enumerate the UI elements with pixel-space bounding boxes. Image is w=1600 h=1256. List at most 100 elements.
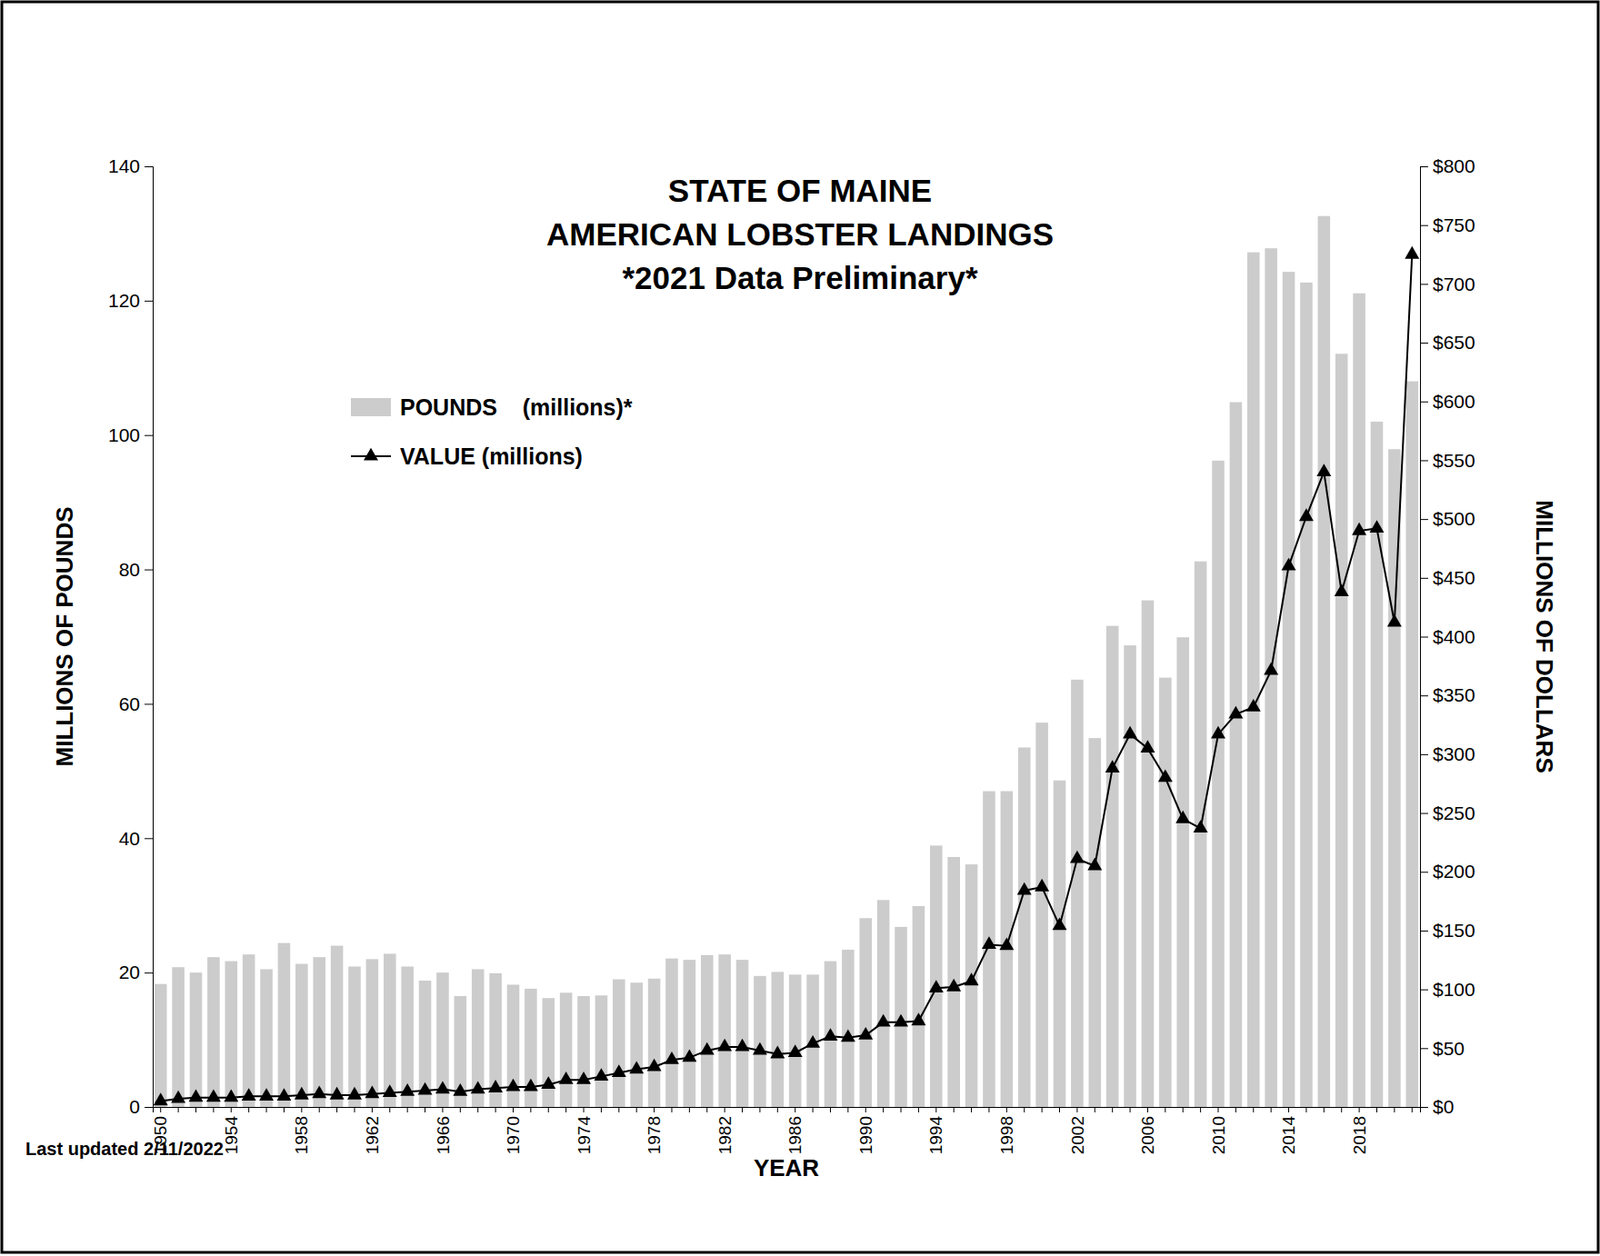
y-axis-title: MILLIONS OF POUNDS (50, 507, 79, 768)
y2-tick-label: $300 (1432, 743, 1476, 765)
x-tick-mark (1130, 1107, 1131, 1113)
marker (311, 1086, 327, 1100)
marker (470, 1080, 486, 1094)
marker (1017, 882, 1032, 896)
y2-tick-mark (1420, 578, 1429, 580)
x-axis-title: YEAR (753, 1154, 820, 1182)
y-tick: 120 (108, 290, 153, 311)
x-tick-mark (1323, 1107, 1325, 1113)
marker (206, 1089, 221, 1102)
y2-tick-label: $250 (1432, 802, 1476, 824)
x-axis-line (153, 1108, 1421, 1114)
marker (276, 1088, 291, 1101)
x-tick-mark (1340, 1107, 1342, 1113)
bar (260, 969, 273, 1108)
x-tick-mark (266, 1107, 268, 1113)
marker (735, 1039, 750, 1052)
bar (383, 953, 397, 1108)
x-tick (1323, 1107, 1325, 1113)
y2-tick-mark (1420, 754, 1429, 756)
x-tick (600, 1107, 602, 1113)
bar (877, 900, 890, 1108)
x-tick: 1998 (997, 1107, 1017, 1155)
x-tick (741, 1107, 743, 1113)
x-tick (830, 1107, 831, 1113)
x-tick (495, 1107, 497, 1113)
marker (1370, 520, 1385, 533)
x-tick (319, 1107, 320, 1113)
legend-item: VALUE (millions) (350, 443, 583, 470)
x-tick (1270, 1107, 1272, 1113)
x-tick-mark (724, 1107, 726, 1113)
x-tick (565, 1107, 567, 1113)
bars (154, 216, 1419, 1108)
x-tick-mark (283, 1107, 285, 1113)
y2-axis-line (1420, 167, 1430, 1109)
y-tick: 80 (119, 559, 153, 580)
marker (1334, 583, 1350, 597)
bar (577, 996, 590, 1108)
x-tick-mark (424, 1107, 426, 1113)
x-tick-label: 2006 (1138, 1116, 1158, 1155)
y2-tick-mark (1420, 1048, 1429, 1050)
y-tick-mark (144, 166, 153, 168)
marker (1263, 662, 1279, 676)
x-tick-mark (441, 1107, 443, 1113)
x-tick-mark (865, 1107, 867, 1113)
x-tick-mark (1059, 1107, 1060, 1113)
y2-tick-mark (1420, 871, 1429, 873)
x-tick-label: 1986 (785, 1116, 805, 1155)
marker (946, 979, 961, 992)
x-tick-mark (160, 1107, 161, 1113)
bar (965, 864, 979, 1108)
marker (1246, 699, 1261, 712)
bar (295, 964, 309, 1108)
marker (1158, 770, 1173, 783)
y2-tick-label: $650 (1432, 331, 1476, 353)
bar (789, 974, 802, 1108)
marker (1351, 522, 1367, 536)
marker (1404, 246, 1420, 260)
marker (1052, 918, 1068, 931)
x-tick-mark (741, 1107, 743, 1113)
bar (930, 845, 943, 1108)
x-tick-mark (988, 1107, 990, 1113)
y-tick: 20 (119, 961, 153, 983)
x-tick-mark (794, 1107, 796, 1113)
title: AMERICAN LOBSTER LANDINGS (546, 216, 1054, 252)
bar (312, 957, 326, 1108)
x-tick (689, 1107, 690, 1113)
y2-tick-label: $800 (1432, 155, 1476, 177)
x-tick: 1962 (362, 1107, 382, 1155)
x-tick (970, 1107, 972, 1113)
marker (1070, 850, 1085, 864)
y2-tick-label: $750 (1432, 214, 1476, 236)
marker (858, 1027, 873, 1040)
y2-tick-mark (1420, 695, 1429, 697)
x-tick (953, 1107, 955, 1113)
x-tick-label: 1974 (574, 1116, 594, 1156)
bar (1247, 252, 1260, 1108)
x-tick-mark (353, 1107, 355, 1113)
x-tick (548, 1107, 550, 1113)
x-tick-mark (371, 1107, 373, 1113)
bar (541, 998, 555, 1108)
x-tick-mark (830, 1107, 831, 1113)
bar (207, 957, 220, 1108)
x-tick-mark (300, 1107, 302, 1113)
bar (1106, 626, 1120, 1108)
bar (171, 967, 185, 1108)
x-tick (1305, 1107, 1307, 1113)
y2-tick-mark (1420, 225, 1429, 227)
legend: POUNDS (millions)*VALUE (millions) (350, 394, 633, 470)
bar (982, 791, 996, 1108)
bar (190, 972, 203, 1108)
x-tick: 2010 (1209, 1107, 1229, 1155)
x-tick (1411, 1107, 1413, 1113)
x-tick (212, 1107, 214, 1113)
x-tick-label: 1958 (291, 1116, 311, 1155)
x-tick (618, 1107, 620, 1113)
x-tick (389, 1107, 390, 1113)
y2-tick-label: $50 (1432, 1038, 1465, 1060)
y-tick-label: 20 (119, 961, 140, 983)
